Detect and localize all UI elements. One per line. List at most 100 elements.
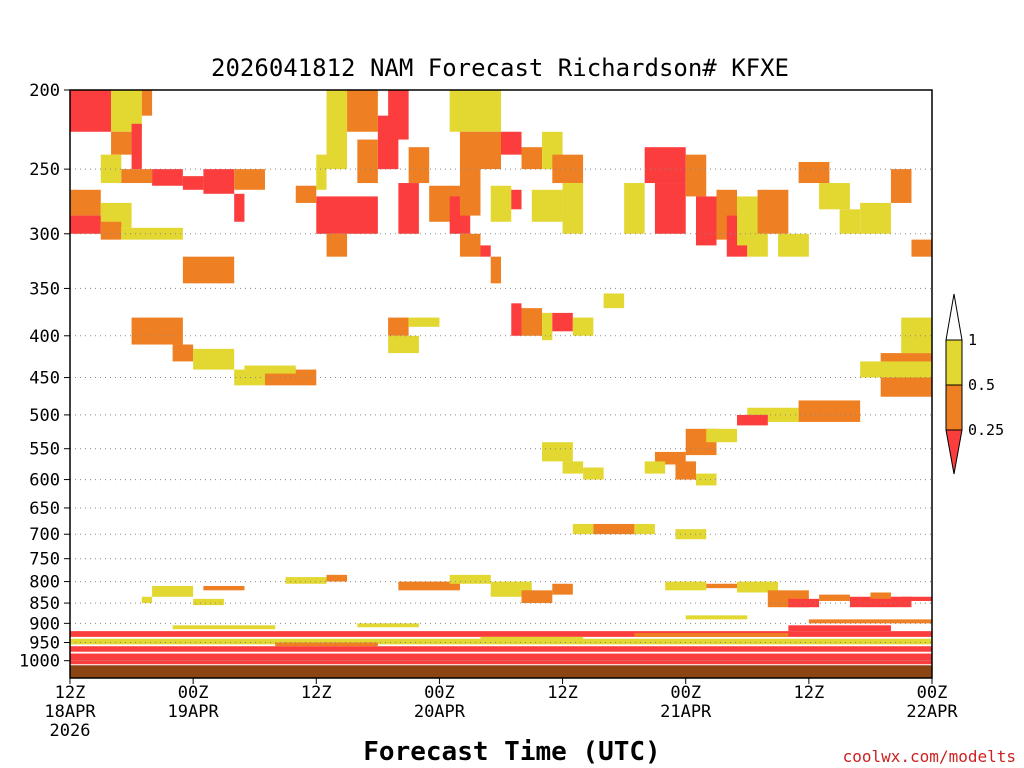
heatmap-cell <box>737 414 768 426</box>
y-tick-label: 200 <box>29 81 60 101</box>
ground-layer <box>70 665 932 678</box>
heatmap-cell <box>644 147 686 184</box>
heatmap-cell <box>593 523 635 535</box>
x-tick-label: 12Z <box>547 683 578 703</box>
heatmap-cell <box>326 574 348 582</box>
heatmap-cell <box>901 317 932 354</box>
heatmap-cell <box>275 642 378 647</box>
heatmap-cell <box>70 215 101 234</box>
heatmap-cell <box>388 317 409 336</box>
x-tick-label: 00Z <box>917 683 948 703</box>
heatmap-cell <box>193 598 224 606</box>
colorbar-level-2 <box>945 384 963 431</box>
heatmap-cell <box>388 335 419 354</box>
heatmap-cell <box>70 189 101 216</box>
heatmap-cell <box>234 169 265 190</box>
heatmap-cell <box>542 312 553 341</box>
heatmap-cell <box>562 461 584 474</box>
chart-title: 2026041812 NAM Forecast Richardson# KFXE <box>211 54 789 82</box>
heatmap-cell <box>152 169 183 186</box>
y-tick-label: 950 <box>29 634 60 654</box>
heatmap-cell <box>706 583 748 589</box>
heatmap-cell <box>870 592 891 599</box>
heatmap-cell <box>552 312 573 332</box>
heatmap-cell <box>244 365 296 374</box>
heatmap-cell <box>70 631 932 637</box>
heatmap-cell <box>141 90 153 116</box>
y-tick-label: 250 <box>29 160 60 180</box>
y-tick-label: 750 <box>29 550 60 570</box>
colorbar-label-1: 1 <box>968 331 977 349</box>
heatmap-cell <box>70 653 932 661</box>
heatmap-cell <box>121 227 183 240</box>
y-tick-label: 450 <box>29 369 60 389</box>
x-tick-label: 12Z <box>301 683 332 703</box>
heatmap-cell <box>521 308 543 336</box>
heatmap-cell <box>131 317 183 345</box>
heatmap-cell <box>326 233 348 257</box>
heatmap-cell <box>501 131 522 155</box>
heatmap-cell <box>316 196 378 234</box>
heatmap-cell <box>819 183 850 210</box>
heatmap-cell <box>347 90 378 132</box>
heatmap-cell <box>901 596 932 601</box>
y-tick-label: 550 <box>29 440 60 460</box>
heatmap-cell <box>654 451 686 465</box>
heatmap-cell <box>459 131 501 170</box>
heatmap-cell <box>778 233 809 257</box>
heatmap-cell <box>408 147 430 184</box>
y-tick-label: 1000 <box>19 652 60 672</box>
credit-text: coolwx.com/modelts <box>843 747 1016 766</box>
y-tick-label: 600 <box>29 471 60 491</box>
heatmap-cells <box>70 90 932 665</box>
heatmap-cell <box>521 147 543 170</box>
heatmap-cell <box>860 361 932 378</box>
heatmap-cell <box>70 638 932 645</box>
heatmap-cell <box>121 169 153 184</box>
heatmap-cell <box>562 183 584 234</box>
y-tick-label: 400 <box>29 327 60 347</box>
colorbar-level-1 <box>945 339 963 386</box>
heatmap-cell <box>388 90 409 140</box>
heatmap-cell <box>747 233 768 257</box>
heatmap-cell <box>203 169 235 194</box>
heatmap-cell <box>398 581 460 591</box>
heatmap-cell <box>603 293 625 309</box>
heatmap-cell <box>798 400 861 422</box>
x-tick-label: 2026 <box>50 721 91 741</box>
heatmap-cell <box>316 154 327 190</box>
y-tick-label: 500 <box>29 406 60 426</box>
heatmap-cell <box>572 317 594 336</box>
x-tick-label: 18APR <box>44 702 96 722</box>
heatmap-cell <box>665 581 707 591</box>
heatmap-cell <box>295 185 317 203</box>
heatmap-cell <box>203 585 245 591</box>
x-tick-label: 12Z <box>55 683 86 703</box>
heatmap-cell <box>449 574 491 584</box>
heatmap-cell <box>480 245 491 257</box>
plot-frame <box>69 89 933 679</box>
heatmap-cell <box>490 185 512 222</box>
heatmap-cell <box>583 467 604 480</box>
heatmap-cell <box>552 583 573 595</box>
heatmap-cell <box>572 523 594 535</box>
heatmap-cell <box>193 348 235 370</box>
heatmap-cell <box>459 166 481 216</box>
heatmap-cell <box>182 176 204 190</box>
heatmap-cell <box>808 619 932 624</box>
y-axis-ticks: 200 250 300 350 400 450 500 550 600 650 700 750 8008… <box>19 81 70 672</box>
heatmap-cell <box>449 90 501 132</box>
heatmap-cell <box>408 317 440 327</box>
heatmap-cell <box>398 183 419 234</box>
heatmap-cell <box>552 154 584 184</box>
heatmap-cell <box>634 523 655 535</box>
colorbar-label-3: 0.25 <box>968 421 1004 439</box>
heatmap-cell <box>172 344 194 362</box>
heatmap-cell <box>111 131 132 155</box>
ground-band <box>70 665 932 678</box>
heatmap-cell <box>706 428 738 443</box>
x-tick-label: 00Z <box>424 683 455 703</box>
heatmap-cell <box>860 202 891 234</box>
y-tick-label: 700 <box>29 525 60 545</box>
